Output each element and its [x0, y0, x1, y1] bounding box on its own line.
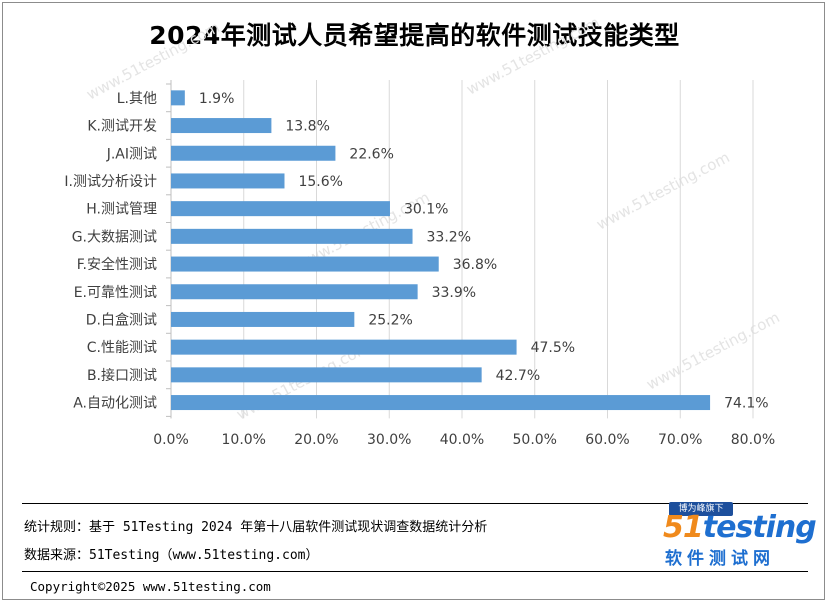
category-label: G.大数据测试 — [72, 229, 157, 245]
watermark-text: www.51testing.com — [643, 308, 782, 393]
category-label: C.性能测试 — [87, 340, 157, 356]
x-tick-label: 50.0% — [513, 432, 557, 448]
data-source-note: 数据来源：51Testing（www.51testing.com） — [24, 548, 319, 563]
category-label: A.自动化测试 — [73, 396, 157, 412]
value-label: 1.9% — [199, 91, 235, 107]
x-tick-label: 80.0% — [731, 432, 775, 448]
category-label: K.测试开发 — [87, 119, 157, 135]
category-label: I.测试分析设计 — [64, 174, 157, 190]
logo-chinese: 软件测试网 — [665, 549, 775, 569]
footer-divider — [22, 503, 808, 504]
category-label: L.其他 — [117, 91, 157, 107]
copyright-text: Copyright©2025 www.51testing.com — [30, 579, 271, 594]
bar — [171, 284, 418, 300]
category-label: F.安全性测试 — [77, 256, 157, 273]
category-label: B.接口测试 — [87, 367, 157, 384]
bar — [171, 228, 413, 244]
bar — [171, 145, 336, 161]
category-label: D.白盒测试 — [86, 311, 157, 328]
value-label: 15.6% — [298, 174, 342, 190]
x-tick-label: 70.0% — [658, 432, 702, 448]
x-tick-label: 20.0% — [294, 432, 338, 448]
bar — [171, 118, 272, 134]
x-tick-label: 40.0% — [440, 432, 484, 448]
value-label: 47.5% — [531, 340, 575, 356]
value-label: 33.2% — [427, 229, 471, 245]
value-label: 42.7% — [496, 368, 540, 384]
x-tick-label: 0.0% — [153, 432, 189, 448]
51testing-logo: 博为峰旗下 51testing 软件测试网 — [655, 500, 817, 572]
logo-badge: 博为峰旗下 — [669, 502, 733, 516]
bar — [171, 256, 439, 272]
value-label: 74.1% — [724, 396, 768, 412]
value-label: 13.8% — [285, 119, 329, 135]
bar — [171, 173, 285, 189]
bar-chart: www.51testing.com www.51testing.com www.51… — [64, 13, 782, 448]
category-label: J.AI测试 — [106, 146, 157, 162]
bar — [171, 339, 517, 355]
stat-rule-note: 统计规则：基于 51Testing 2024 年第十八届软件测试现状调查数据统计… — [24, 520, 488, 535]
logo-number: 51 — [663, 510, 704, 545]
x-tick-label: 60.0% — [585, 432, 629, 448]
bar — [171, 90, 185, 106]
value-label: 22.6% — [349, 146, 393, 162]
logo-brand: 51testing — [663, 510, 817, 545]
category-label: H.测试管理 — [86, 202, 157, 218]
x-tick-label: 10.0% — [222, 432, 266, 448]
footer-divider-2 — [22, 571, 808, 572]
bar — [171, 311, 355, 327]
bar — [171, 201, 390, 217]
value-label: 30.1% — [404, 202, 448, 218]
x-tick-label: 30.0% — [367, 432, 411, 448]
chart-title: 2024年测试人员希望提高的软件测试技能类型 — [149, 21, 680, 50]
value-label: 36.8% — [453, 257, 497, 273]
bar — [171, 367, 482, 383]
category-label: E.可靠性测试 — [74, 285, 157, 301]
watermark-text: www.51testing.com — [593, 148, 732, 233]
bar — [171, 395, 711, 411]
watermark-text: www.51testing.com — [463, 13, 602, 98]
value-label: 25.2% — [368, 312, 412, 328]
value-label: 33.9% — [432, 285, 476, 301]
logo-word: testing — [702, 510, 817, 545]
